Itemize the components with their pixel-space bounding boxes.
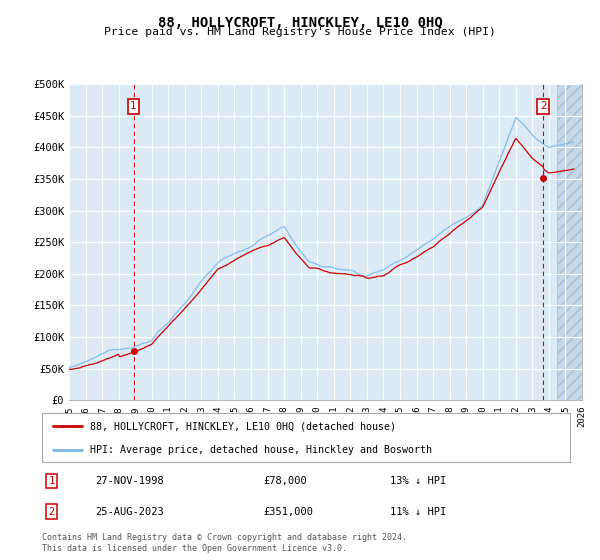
Text: £351,000: £351,000	[264, 507, 314, 517]
Text: 11% ↓ HPI: 11% ↓ HPI	[391, 507, 447, 517]
Text: 27-NOV-1998: 27-NOV-1998	[95, 476, 164, 486]
Text: 1: 1	[130, 101, 137, 111]
Text: 2: 2	[49, 507, 55, 517]
Text: Price paid vs. HM Land Registry's House Price Index (HPI): Price paid vs. HM Land Registry's House …	[104, 27, 496, 37]
Text: 2: 2	[540, 101, 547, 111]
Text: HPI: Average price, detached house, Hinckley and Bosworth: HPI: Average price, detached house, Hinc…	[89, 445, 431, 455]
Text: 88, HOLLYCROFT, HINCKLEY, LE10 0HQ (detached house): 88, HOLLYCROFT, HINCKLEY, LE10 0HQ (deta…	[89, 422, 395, 431]
Text: 88, HOLLYCROFT, HINCKLEY, LE10 0HQ: 88, HOLLYCROFT, HINCKLEY, LE10 0HQ	[158, 16, 442, 30]
Text: 13% ↓ HPI: 13% ↓ HPI	[391, 476, 447, 486]
Text: Contains HM Land Registry data © Crown copyright and database right 2024.
This d: Contains HM Land Registry data © Crown c…	[42, 533, 407, 553]
Text: 1: 1	[49, 476, 55, 486]
FancyBboxPatch shape	[42, 413, 570, 462]
Bar	[557, 84, 582, 400]
Text: £78,000: £78,000	[264, 476, 308, 486]
Text: 25-AUG-2023: 25-AUG-2023	[95, 507, 164, 517]
